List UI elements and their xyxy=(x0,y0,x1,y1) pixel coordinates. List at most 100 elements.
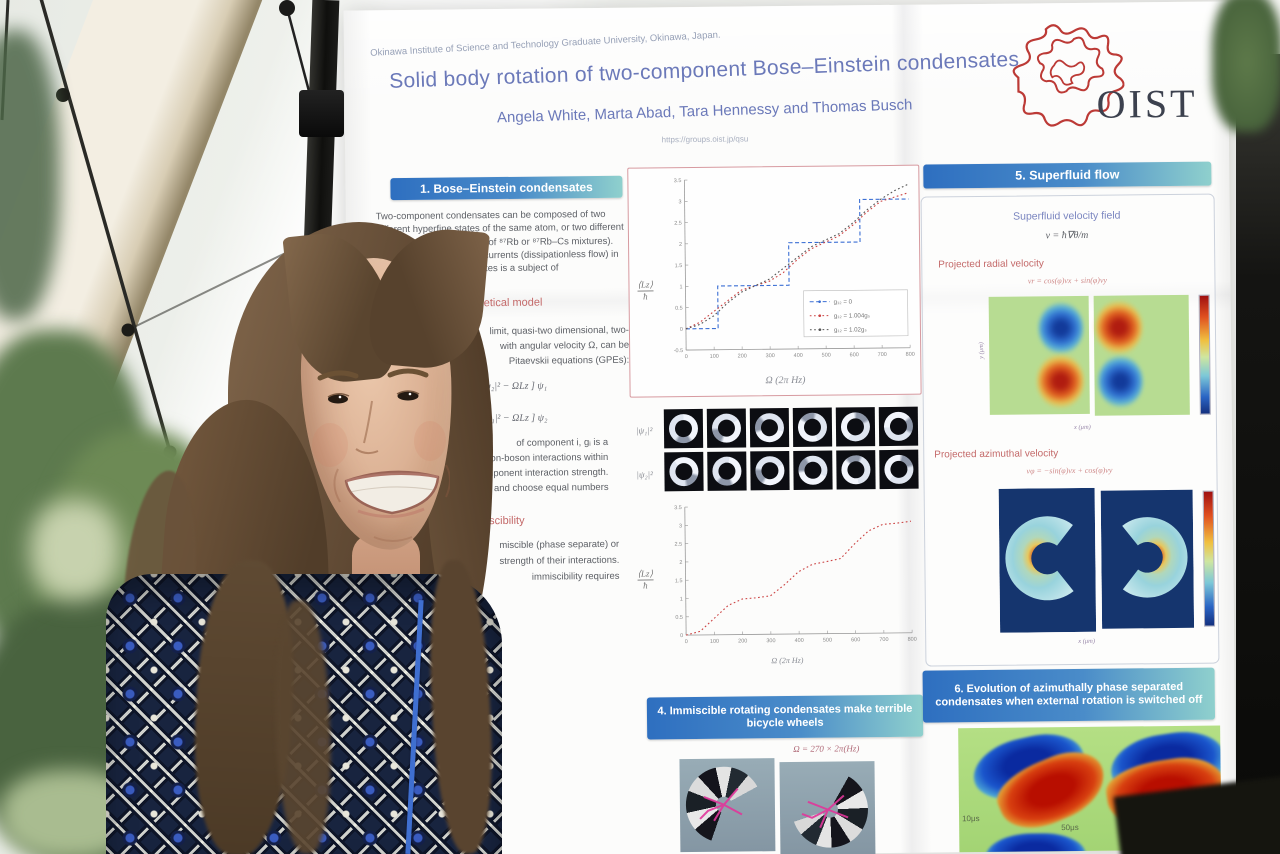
velocity-equation: v = ħ∇θ/m xyxy=(1045,229,1089,242)
superfluid-velocity-label: Superfluid velocity field xyxy=(1013,209,1121,223)
poster-url: https://groups.oist.jp/qsu xyxy=(661,134,749,145)
tree-foliage xyxy=(0,30,60,320)
ring-image xyxy=(879,449,919,490)
ring-image xyxy=(792,407,833,447)
svg-text:2.5: 2.5 xyxy=(675,542,683,548)
research-poster: Okinawa Institute of Science and Technol… xyxy=(343,1,1237,854)
svg-text:300: 300 xyxy=(766,353,775,359)
ring-image xyxy=(836,450,876,490)
azimuthal-velocity-label: Projected azimuthal velocity xyxy=(934,448,1059,461)
section4-omega-label: Ω = 270 × 2π(Hz) xyxy=(793,743,860,754)
svg-text:200: 200 xyxy=(738,638,747,644)
chart1-ylabel: ⟨Lz⟩ ħ xyxy=(637,279,654,303)
svg-text:0.5: 0.5 xyxy=(675,615,683,621)
ring-image xyxy=(663,408,704,449)
psi1-label: |ψ₁|² xyxy=(635,425,653,436)
svg-text:1.5: 1.5 xyxy=(675,578,683,584)
svg-text:1.5: 1.5 xyxy=(675,263,683,269)
svg-text:700: 700 xyxy=(879,637,888,643)
svg-text:100: 100 xyxy=(710,354,719,360)
time-label-50us: 50μs xyxy=(1061,822,1079,833)
chart2-xlabel: Ω (2π Hz) xyxy=(771,655,804,666)
poster-affiliation: Okinawa Institute of Science and Technol… xyxy=(369,29,721,59)
condensate-ring-grid xyxy=(663,406,919,492)
svg-text:300: 300 xyxy=(766,638,775,644)
svg-text:0: 0 xyxy=(680,327,683,333)
radial-velocity-map-2 xyxy=(1093,294,1190,416)
chart2-plot: 0 100 200 300 400 500 600 700 800 0 0.5 1 1.5 2 2.5 3 3.… xyxy=(674,505,917,645)
ring-image xyxy=(878,406,919,447)
fig2-xaxis-label: x (μm) xyxy=(1078,637,1096,645)
svg-text:500: 500 xyxy=(822,353,831,359)
pinwheel-image-1 xyxy=(679,758,776,853)
svg-text:g₁₂ = 1.02gₛ: g₁₂ = 1.02gₛ xyxy=(834,326,867,333)
poster-stand-clamp xyxy=(299,90,344,137)
svg-text:2: 2 xyxy=(679,242,682,248)
svg-text:700: 700 xyxy=(878,352,887,358)
svg-text:500: 500 xyxy=(823,638,832,644)
azimuthal-velocity-map-1 xyxy=(998,487,1097,633)
svg-text:2.5: 2.5 xyxy=(674,221,682,227)
svg-text:0: 0 xyxy=(685,639,688,645)
svg-text:600: 600 xyxy=(850,352,859,358)
svg-text:100: 100 xyxy=(710,639,719,645)
ring-image xyxy=(664,451,704,492)
fig1-xaxis-label: x (μm) xyxy=(1073,423,1091,432)
svg-text:0.5: 0.5 xyxy=(675,306,683,312)
svg-text:g₁₂ = 1.004gₛ: g₁₂ = 1.004gₛ xyxy=(834,312,870,319)
section5-box: Superfluid velocity field v = ħ∇θ/m Proj… xyxy=(920,193,1220,667)
ring-image xyxy=(750,451,790,491)
ring-image xyxy=(835,407,876,447)
svg-text:g₁₂ = 0: g₁₂ = 0 xyxy=(834,299,853,306)
svg-text:1: 1 xyxy=(680,597,683,603)
chart1-plot: 0 100 200 300 400 500 600 700 800-0.500.511.522.… xyxy=(674,178,915,360)
svg-text:3.5: 3.5 xyxy=(674,505,682,511)
svg-text:400: 400 xyxy=(794,353,803,359)
oist-logo-icon xyxy=(1012,24,1125,127)
angular-momentum-chart-2: ⟨Lz⟩ ħ 0 100 200 300 400 500 600 700 800 0 0.5 1 1.5 2… xyxy=(631,497,925,678)
svg-text:800: 800 xyxy=(908,637,917,643)
svg-text:1: 1 xyxy=(679,284,682,290)
radial-velocity-label: Projected radial velocity xyxy=(938,258,1044,271)
psi2-label: |ψ₂|² xyxy=(636,469,653,480)
svg-text:800: 800 xyxy=(906,352,915,358)
vortex-lines-icon xyxy=(801,794,849,829)
ring-image xyxy=(706,408,747,448)
fig1-yaxis-label: y (μm) xyxy=(977,342,986,359)
ring-image xyxy=(749,408,790,448)
svg-text:3: 3 xyxy=(679,199,682,205)
radial-velocity-eq: vr = cos(φ)vx + sin(φ)vy xyxy=(1027,275,1108,286)
azimuthal-velocity-eq: vφ = −sin(φ)vx + cos(φ)vy xyxy=(1026,465,1113,476)
svg-text:2: 2 xyxy=(679,560,682,566)
pinwheel-image-2 xyxy=(779,761,876,854)
time-label-10us: 10μs xyxy=(962,814,980,824)
poster-authors: Angela White, Marta Abad, Tara Hennessy … xyxy=(496,96,913,127)
window-frame-right xyxy=(1236,54,1280,854)
person-face-features xyxy=(312,368,450,542)
svg-text:3: 3 xyxy=(679,523,682,529)
tree-foliage xyxy=(30,500,120,600)
svg-text:3.5: 3.5 xyxy=(674,178,682,184)
oist-logo-text: OIST xyxy=(1096,80,1198,127)
svg-text:200: 200 xyxy=(738,353,747,359)
ring-image xyxy=(707,451,747,491)
svg-text:0: 0 xyxy=(680,633,683,639)
svg-text:400: 400 xyxy=(795,638,804,644)
section5-header: 5. Superfluid flow xyxy=(923,161,1212,189)
fig2-colorbar xyxy=(1202,490,1216,627)
section4-header: 4. Immiscible rotating condensates make … xyxy=(646,694,924,740)
svg-text:-0.5: -0.5 xyxy=(674,348,684,354)
ring-image xyxy=(793,450,833,490)
svg-text:0: 0 xyxy=(685,354,688,360)
azimuthal-velocity-map-2 xyxy=(1100,489,1195,629)
chart1-xlabel: Ω (2π Hz) xyxy=(765,374,806,387)
poster-title: Solid body rotation of two-component Bos… xyxy=(388,47,1020,93)
tree-foliage xyxy=(1212,0,1280,132)
section1-header: 1. Bose–Einstein condensates xyxy=(390,175,623,201)
radial-velocity-map-1 xyxy=(988,295,1090,415)
vortex-lines-icon xyxy=(699,787,743,822)
fig1-colorbar xyxy=(1198,294,1211,415)
chart2-ylabel: ⟨Lz⟩ ħ xyxy=(637,568,654,592)
section6-header: 6. Evolution of azimuthally phase separa… xyxy=(922,667,1216,723)
